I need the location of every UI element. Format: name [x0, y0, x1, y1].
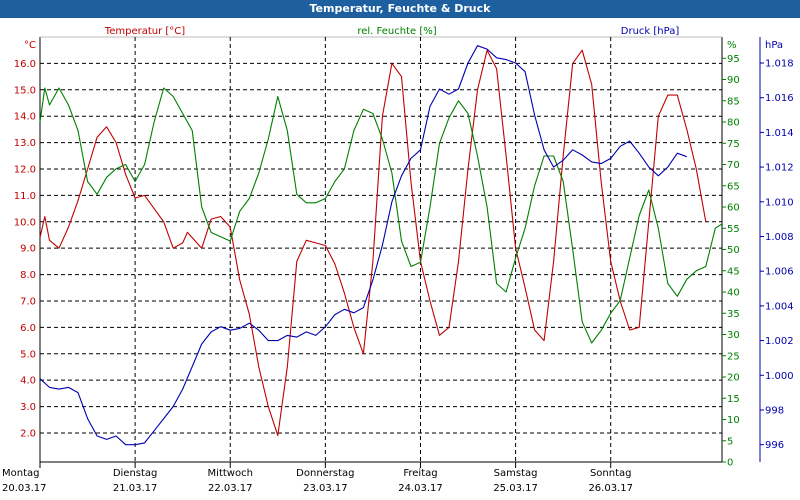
temperature-tick-label: 5.0 [20, 349, 36, 360]
humidity-tick-label: 0 [727, 458, 733, 469]
temperature-tick-label: 4.0 [20, 376, 36, 387]
temperature-tick-label: 6.0 [20, 323, 36, 334]
humidity-tick-label: 45 [727, 266, 740, 277]
window-title: Temperatur, Feuchte & Druck [0, 0, 800, 18]
temperature-tick-label: 16.0 [14, 59, 36, 70]
humidity-tick-label: 60 [727, 203, 740, 214]
temperature-tick-label: 11.0 [14, 191, 36, 202]
x-label-date: 22.03.17 [208, 483, 253, 494]
humidity-tick-label: 35 [727, 309, 740, 320]
pressure-tick-label: 1.002 [765, 336, 794, 347]
pressure-tick-label: 1.012 [765, 163, 794, 174]
humidity-tick-label: 95 [727, 54, 740, 65]
humidity-tick-label: 70 [727, 160, 740, 171]
humidity-tick-label: 20 [727, 373, 740, 384]
humidity-tick-label: 90 [727, 75, 740, 86]
humidity-tick-label: 25 [727, 351, 740, 362]
x-label-date: 21.03.17 [113, 483, 158, 494]
humidity-tick-label: 40 [727, 288, 740, 299]
legend-humidity: rel. Feuchte [%] [357, 26, 436, 37]
x-label-day: Samstag [494, 468, 538, 479]
humidity-tick-label: 65 [727, 181, 740, 192]
series-line-right2 [39, 45, 687, 446]
series-line-left [39, 49, 707, 437]
temperature-tick-label: 12.0 [14, 164, 36, 175]
temperature-tick-label: 2.0 [20, 428, 36, 439]
humidity-tick-label: 55 [727, 224, 740, 235]
x-label-day: Dienstag [113, 468, 158, 479]
x-label-date: 25.03.17 [493, 483, 538, 494]
x-label-date: 20.03.17 [2, 483, 47, 494]
humidity-unit-label: % [727, 40, 737, 51]
pressure-tick-label: 1.006 [765, 267, 794, 278]
legend-temperature: Temperatur [°C] [104, 26, 185, 37]
temperature-tick-label: 3.0 [20, 402, 36, 413]
x-label-day: Mittwoch [208, 468, 253, 479]
humidity-tick-label: 30 [727, 330, 740, 341]
pressure-tick-label: 1.016 [765, 93, 794, 104]
temperature-tick-label: 15.0 [14, 85, 36, 96]
x-label-day: Donnerstag [296, 468, 354, 479]
x-label-date: 23.03.17 [303, 483, 348, 494]
temperature-tick-label: 14.0 [14, 112, 36, 123]
pressure-tick-label: 1.008 [765, 232, 794, 243]
temperature-unit-label: °C [24, 40, 36, 51]
humidity-tick-label: 75 [727, 139, 740, 150]
pressure-unit-label: hPa [765, 40, 783, 51]
pressure-tick-label: 1.014 [765, 128, 794, 139]
x-label-day: Montag [2, 468, 39, 479]
pressure-tick-label: 996 [765, 440, 784, 451]
pressure-tick-label: 1.004 [765, 301, 794, 312]
series-line-right1 [39, 87, 723, 344]
legend-pressure: Druck [hPa] [621, 26, 680, 37]
humidity-tick-label: 10 [727, 415, 740, 426]
humidity-tick-label: 85 [727, 96, 740, 107]
pressure-tick-label: 1.000 [765, 371, 794, 382]
x-label-day: Freitag [403, 468, 437, 479]
temperature-tick-label: 8.0 [20, 270, 36, 281]
temperature-tick-label: 9.0 [20, 244, 36, 255]
temperature-tick-label: 10.0 [14, 217, 36, 228]
pressure-tick-label: 998 [765, 405, 784, 416]
humidity-tick-label: 15 [727, 394, 740, 405]
x-label-day: Sonntag [590, 468, 632, 479]
x-label-date: 24.03.17 [398, 483, 443, 494]
temperature-tick-label: 13.0 [14, 138, 36, 149]
pressure-tick-label: 1.018 [765, 59, 794, 70]
humidity-tick-label: 5 [727, 436, 733, 447]
humidity-tick-label: 50 [727, 245, 740, 256]
humidity-tick-label: 80 [727, 118, 740, 129]
pressure-tick-label: 1.010 [765, 197, 794, 208]
temperature-tick-label: 7.0 [20, 296, 36, 307]
x-label-date: 26.03.17 [588, 483, 633, 494]
